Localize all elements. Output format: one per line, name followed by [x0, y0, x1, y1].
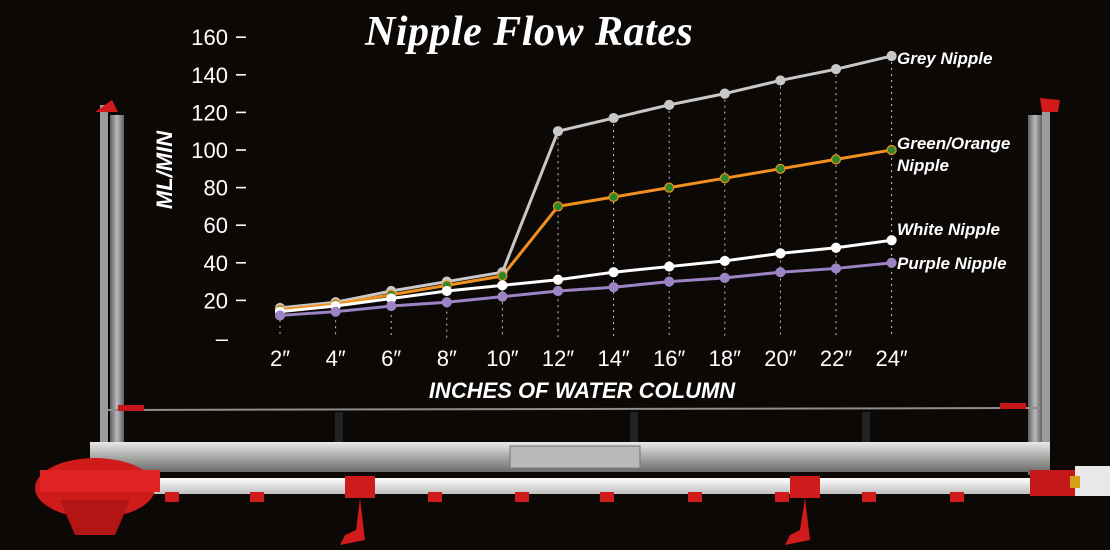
- series-line: [279, 148, 892, 312]
- data-point: [608, 282, 619, 293]
- data-point: [274, 310, 286, 321]
- data-point: [608, 267, 619, 278]
- data-point: [664, 261, 675, 272]
- y-tick-label: –: [216, 326, 229, 351]
- data-point: [719, 255, 730, 267]
- y-tick-label: 20: [204, 288, 228, 313]
- data-point: [775, 163, 786, 174]
- y-axis-label: ML/MIN: [152, 130, 177, 209]
- data-point: [441, 285, 452, 297]
- data-point: [664, 182, 675, 193]
- data-point: [497, 270, 508, 282]
- data-point: [719, 272, 730, 283]
- data-point: [775, 75, 786, 86]
- data-point: [552, 274, 564, 285]
- data-point: [664, 99, 675, 110]
- y-tick-label: 100: [191, 138, 228, 163]
- data-point: [830, 154, 842, 165]
- x-axis-label: INCHES OF WATER COLUMN: [429, 378, 736, 403]
- x-tick-label: 24″: [875, 346, 907, 371]
- y-tick-label: 120: [191, 100, 228, 125]
- series-label: Grey Nipple: [897, 49, 992, 68]
- data-point: [441, 297, 452, 308]
- data-point: [886, 144, 897, 156]
- data-point: [830, 64, 842, 75]
- x-tick-label: 2″: [270, 346, 290, 371]
- x-tick-label: 22″: [820, 346, 852, 371]
- data-point: [497, 291, 508, 302]
- data-point: [664, 276, 675, 287]
- x-axis: 2″ 4″ 6″ 8″ 10″ 12″ 14″ 16″ 18″ 20″ 22″ 24″: [270, 346, 908, 371]
- chart-title: Nipple Flow Rates: [365, 9, 694, 55]
- data-point: [497, 280, 508, 291]
- series-line: [279, 238, 892, 314]
- series-lines: [279, 54, 892, 317]
- data-point: [330, 306, 341, 317]
- y-tick-label: 40: [204, 251, 228, 276]
- series-markers: [274, 50, 897, 321]
- x-tick-label: 12″: [542, 346, 574, 371]
- y-tick-label: 60: [204, 213, 228, 238]
- series-line: [279, 54, 892, 310]
- data-point: [552, 126, 564, 137]
- series-label: Green/Orange Nipple: [897, 134, 1010, 175]
- drinker-line-illustration: [35, 98, 1110, 545]
- series-label: Purple Nipple: [897, 254, 1007, 273]
- data-point: [775, 248, 786, 259]
- data-point: [608, 112, 619, 124]
- x-tick-label: 8″: [437, 346, 457, 371]
- data-point: [886, 235, 897, 246]
- x-tick-label: 16″: [653, 346, 685, 371]
- series-line: [279, 261, 892, 317]
- data-point: [719, 173, 730, 184]
- data-point: [830, 263, 842, 274]
- data-point: [552, 285, 564, 297]
- x-tick-label: 6″: [381, 346, 401, 371]
- data-point: [608, 191, 619, 203]
- data-point: [386, 300, 397, 312]
- data-point: [552, 201, 564, 212]
- data-point: [775, 267, 786, 278]
- x-tick-label: 14″: [597, 346, 629, 371]
- x-tick-label: 18″: [709, 346, 741, 371]
- x-tick-label: 10″: [486, 346, 518, 371]
- y-axis: – 20 40 60 80 100 120 140 160: [191, 25, 246, 351]
- y-tick-label: 80: [204, 176, 228, 201]
- x-tick-label: 4″: [326, 346, 346, 371]
- series-labels: Grey Nipple Green/Orange Nipple White Nippl…: [897, 49, 1010, 273]
- data-point: [719, 88, 730, 99]
- y-tick-label: 160: [191, 25, 228, 50]
- data-point: [886, 50, 897, 62]
- data-point: [886, 257, 897, 268]
- x-tick-label: 20″: [764, 346, 796, 371]
- data-point: [830, 242, 842, 253]
- series-label: White Nipple: [897, 220, 1000, 239]
- y-tick-label: 140: [191, 63, 228, 88]
